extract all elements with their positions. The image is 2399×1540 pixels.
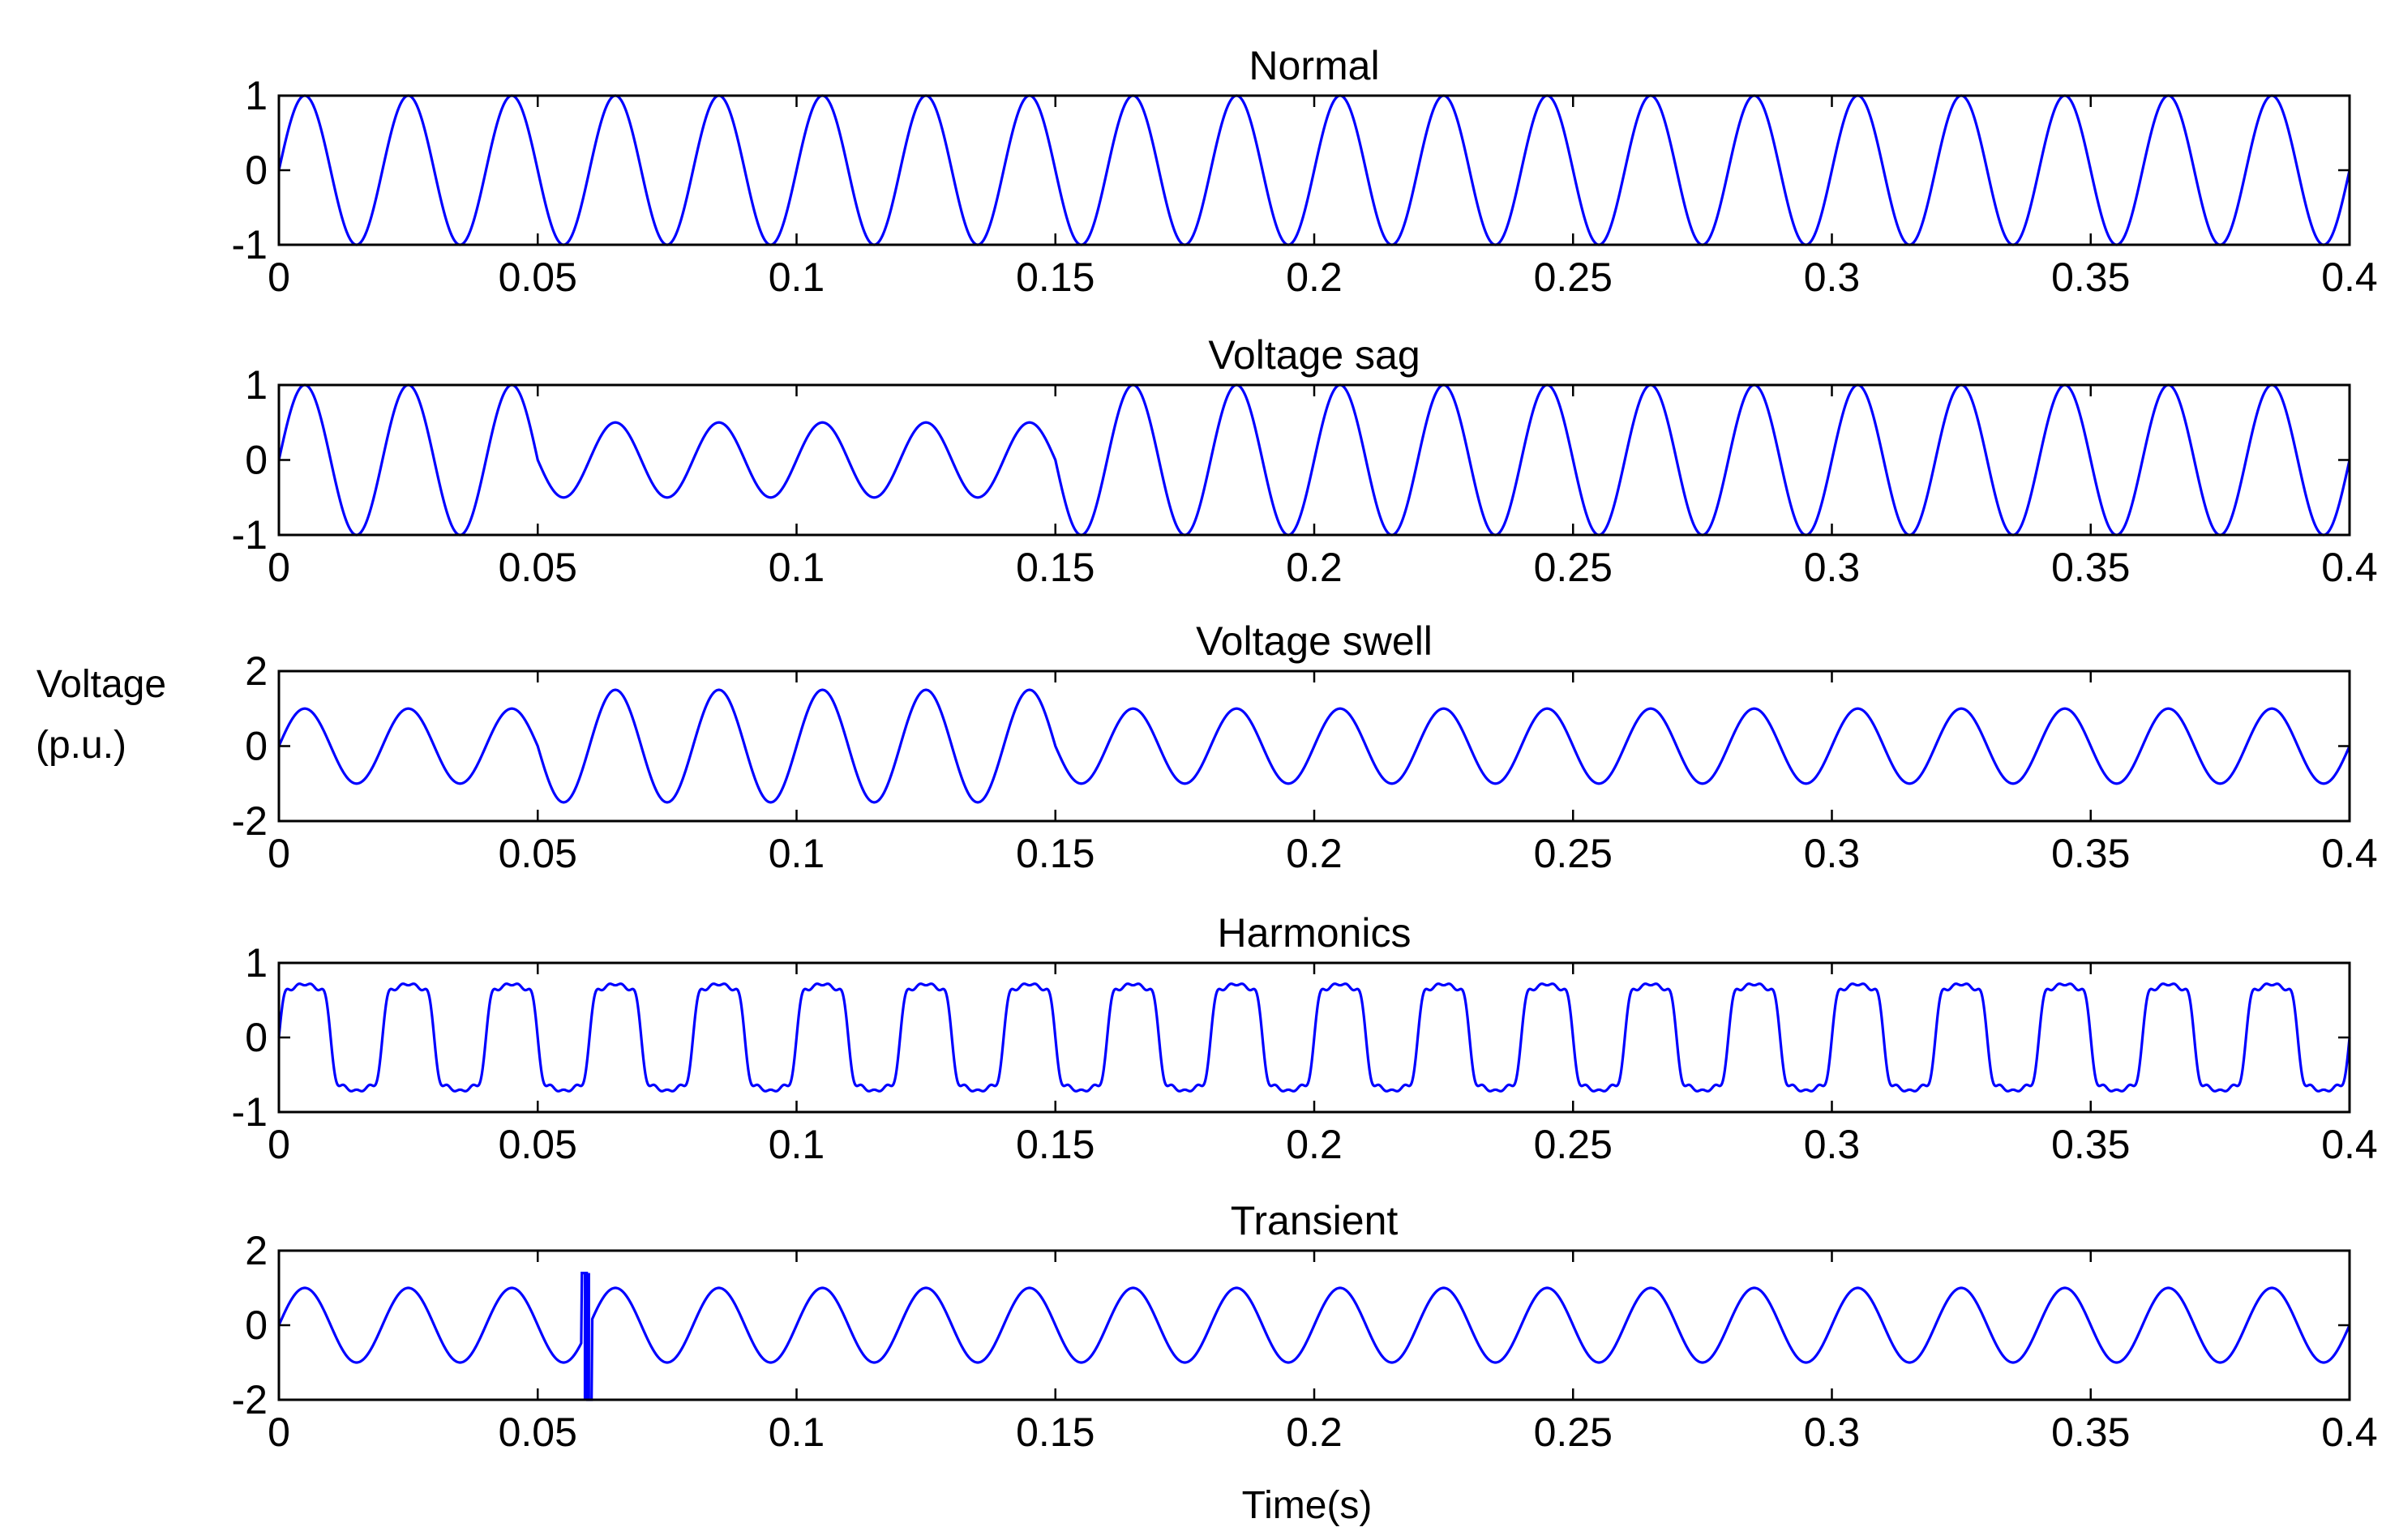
y-tick-label: -1 [232,222,268,267]
y-tick-label: 2 [245,648,268,694]
y-tick-label: -1 [232,1089,268,1135]
y-tick-label: 1 [245,362,268,408]
subplot-title: Normal [1249,43,1379,88]
y-tick-label: -1 [232,512,268,558]
series-line-1 [277,688,2351,804]
x-tick-label: 0 [268,831,290,876]
subplot-title: Transient [1231,1198,1399,1243]
series-line-1 [277,1272,2351,1401]
x-tick-label: 0.25 [1534,1122,1613,1167]
subplot-4: Harmonics 0 0.05 0.1 0.15 0.2 0.25 0.3 0.35 0.4 -1… [232,910,2378,1167]
x-tick-label: 0.35 [2051,545,2130,590]
x-tick-label: 0.35 [2051,1122,2130,1167]
x-tick-label: 0.15 [1016,1410,1095,1455]
x-tick-label: 0.3 [1804,1122,1861,1167]
y-tick-label: 2 [245,1228,268,1273]
x-tick-label: 0.4 [2321,831,2378,876]
x-tick-label: 0 [268,545,290,590]
transient-spike [583,1273,590,1400]
x-tick-label: 0.05 [499,545,577,590]
x-tick-label: 0.1 [769,545,825,590]
x-tick-label: 0 [268,1410,290,1455]
y-tick-label: 0 [245,148,268,193]
x-tick-label: 0.4 [2321,1122,2378,1167]
x-tick-label: 0.05 [499,1122,577,1167]
series-line-1 [277,383,2351,537]
y-tick-label: 0 [245,724,268,769]
y-tick-label: -2 [232,1377,268,1422]
x-tick-label: 0.25 [1534,831,1613,876]
x-tick-label: 0.4 [2321,255,2378,300]
x-tick-label: 0.1 [769,831,825,876]
x-tick-label: 0.35 [2051,1410,2130,1455]
x-tick-label: 0 [268,255,290,300]
x-tick-label: 0.2 [1286,831,1343,876]
x-tick-label: 0.4 [2321,1410,2378,1455]
x-tick-label: 0.1 [769,255,825,300]
series-line-1 [277,982,2351,1093]
y-tick-label: -2 [232,798,268,844]
x-tick-label: 0.1 [769,1410,825,1455]
y-tick-label: 0 [245,1303,268,1348]
subplot-title: Voltage sag [1208,332,1420,378]
subplot-2: Voltage sag 0 0.05 0.1 0.15 0.2 0.25 0.3 0.35 0.4… [232,332,2378,590]
x-tick-label: 0.05 [499,831,577,876]
y-axis-label-line-2: (p.u.) [36,724,126,767]
x-tick-label: 0.15 [1016,831,1095,876]
x-tick-label: 0 [268,1122,290,1167]
x-tick-label: 0.4 [2321,545,2378,590]
x-axis-label: Time(s) [1242,1484,1373,1527]
x-tick-label: 0.2 [1286,1122,1343,1167]
x-tick-label: 0.15 [1016,545,1095,590]
x-tick-label: 0.1 [769,1122,825,1167]
x-tick-label: 0.25 [1534,1410,1613,1455]
x-tick-label: 0.15 [1016,1122,1095,1167]
series-line-1 [277,94,2351,246]
x-tick-label: 0.05 [499,255,577,300]
x-tick-label: 0.3 [1804,545,1861,590]
x-tick-label: 0.3 [1804,255,1861,300]
x-tick-label: 0.25 [1534,545,1613,590]
x-tick-label: 0.15 [1016,255,1095,300]
x-tick-label: 0.2 [1286,1410,1343,1455]
x-tick-label: 0.2 [1286,255,1343,300]
y-tick-label: 0 [245,438,268,483]
x-tick-label: 0.35 [2051,255,2130,300]
x-tick-label: 0.3 [1804,831,1861,876]
y-tick-label: 1 [245,73,268,118]
y-axis-label-line-1: Voltage [36,663,166,706]
subplot-3: Voltage swell 0 0.05 0.1 0.15 0.2 0.25 0.3 0.35 0… [232,618,2378,876]
y-tick-label: 0 [245,1015,268,1060]
x-tick-label: 0.3 [1804,1410,1861,1455]
x-tick-label: 0.35 [2051,831,2130,876]
y-tick-label: 1 [245,940,268,986]
x-tick-label: 0.05 [499,1410,577,1455]
subplot-title: Harmonics [1218,910,1412,956]
subplot-5: Transient 0 0.05 0.1 0.15 0.2 0.25 0.3 0.35 0.4 -2… [232,1198,2378,1455]
x-tick-label: 0.25 [1534,255,1613,300]
x-tick-label: 0.2 [1286,545,1343,590]
subplot-title: Voltage swell [1196,618,1433,664]
